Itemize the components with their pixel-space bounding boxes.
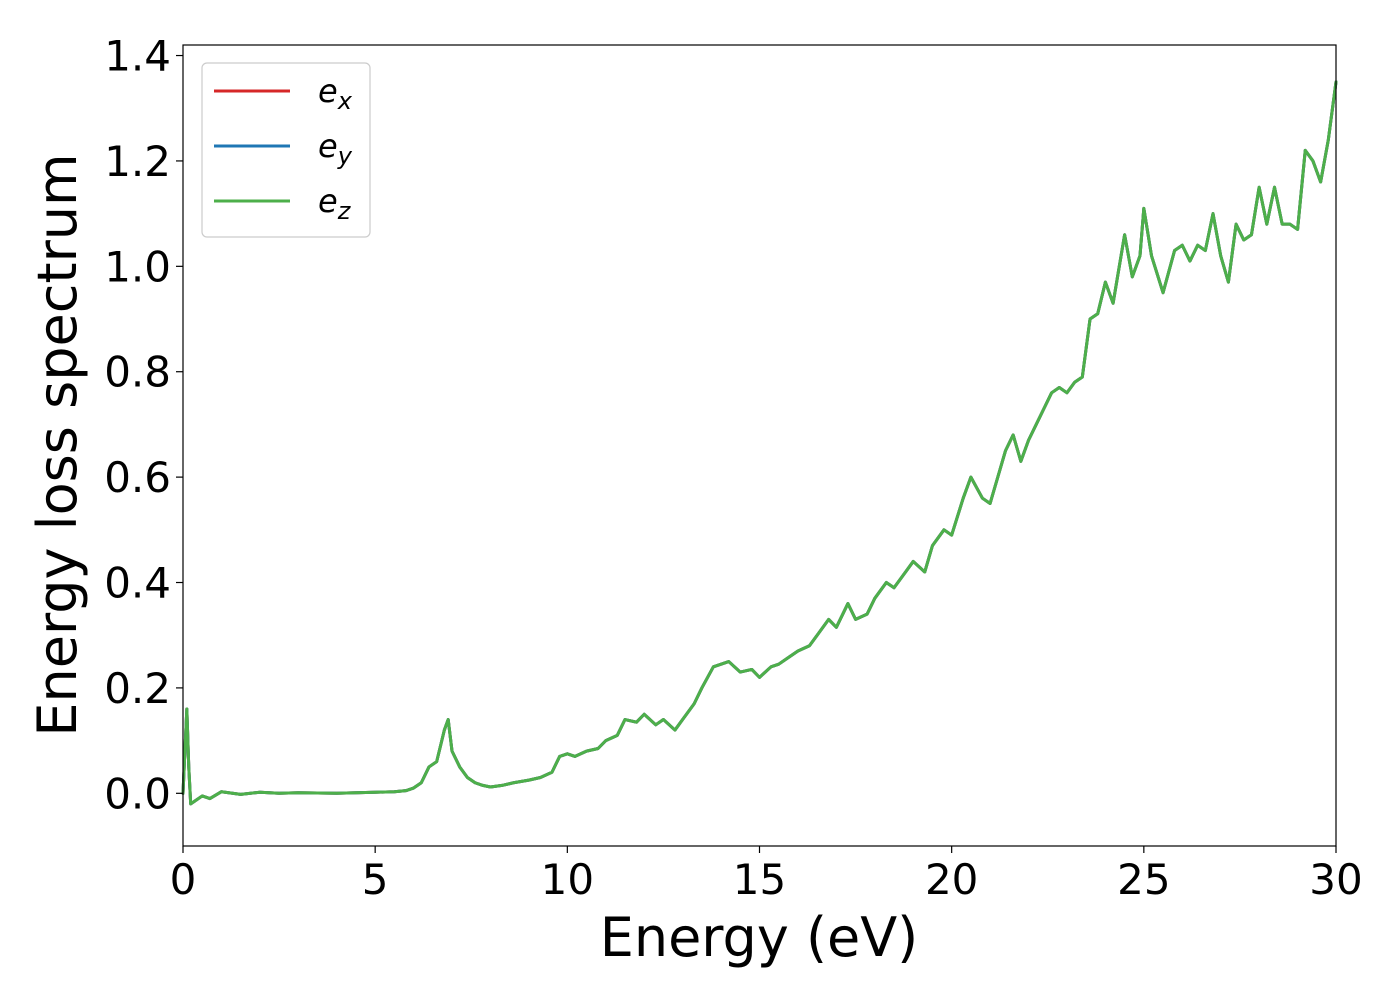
x-tick-label: 0 bbox=[170, 855, 197, 904]
x-tick-label: 20 bbox=[925, 855, 978, 904]
series-line-ez bbox=[181, 80, 1338, 806]
y-tick-label: 1.4 bbox=[104, 32, 171, 81]
x-axis-ticks: 0 5 10 15 20 25 30 bbox=[170, 846, 1363, 904]
y-axis-label: Energy loss spectrum bbox=[26, 153, 89, 736]
legend-box bbox=[201, 62, 371, 238]
y-tick-label: 0.4 bbox=[104, 559, 171, 608]
series-layer bbox=[181, 80, 1338, 806]
legend-label-ey: ey bbox=[318, 127, 353, 170]
x-tick-label: 25 bbox=[1117, 855, 1170, 904]
x-tick-label: 15 bbox=[733, 855, 786, 904]
x-tick-label: 30 bbox=[1309, 855, 1362, 904]
legend: ex ey ez bbox=[201, 62, 371, 238]
legend-label-ez: ez bbox=[318, 182, 352, 225]
y-tick-label: 0.6 bbox=[104, 453, 171, 502]
y-tick-label: 1.0 bbox=[104, 242, 171, 291]
x-tick-label: 10 bbox=[541, 855, 594, 904]
y-axis-ticks: 0.0 0.2 0.4 0.6 0.8 1.0 1.2 1.4 bbox=[104, 32, 183, 818]
x-tick-label: 5 bbox=[362, 855, 389, 904]
legend-label-ex: ex bbox=[318, 72, 353, 115]
y-tick-label: 0.2 bbox=[104, 664, 171, 713]
y-tick-label: 0.0 bbox=[104, 769, 171, 818]
y-tick-label: 1.2 bbox=[104, 137, 171, 186]
x-axis-label: Energy (eV) bbox=[600, 906, 919, 969]
y-tick-label: 0.8 bbox=[104, 348, 171, 397]
